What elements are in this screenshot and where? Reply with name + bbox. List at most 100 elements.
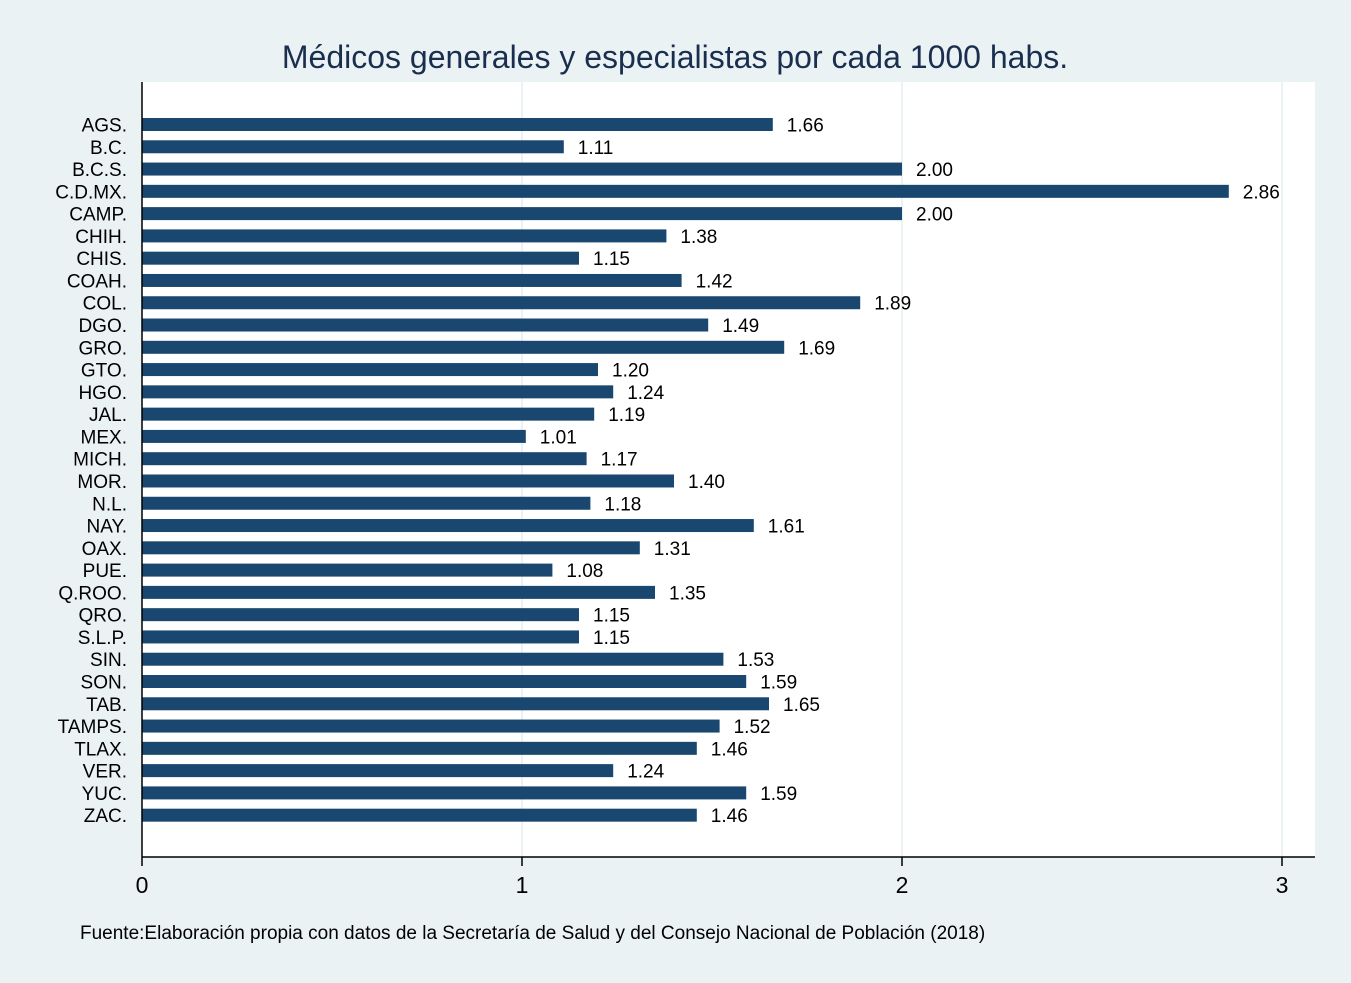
category-label: Q.ROO. (58, 583, 127, 604)
bar (142, 118, 773, 131)
bar (142, 675, 747, 688)
category-label: ZAC. (84, 806, 127, 827)
bars (142, 118, 1229, 822)
category-label: CAMP. (69, 205, 127, 226)
bar (142, 741, 697, 755)
category-label: B.C. (90, 138, 127, 159)
bar (142, 452, 587, 466)
value-label: 1.42 (696, 271, 733, 292)
category-label: AGS. (82, 116, 127, 137)
value-label: 1.31 (654, 539, 691, 560)
bar (142, 296, 861, 310)
bar (142, 207, 902, 221)
value-label: 1.65 (783, 695, 820, 716)
value-label: 1.08 (566, 561, 603, 582)
value-label: 1.69 (798, 338, 835, 359)
category-label: S.L.P. (78, 628, 127, 649)
category-label: MICH. (73, 450, 127, 471)
value-label: 1.24 (627, 762, 664, 783)
category-label: HGO. (78, 383, 127, 404)
category-label: GTO. (81, 361, 127, 382)
x-tick-label: 1 (516, 872, 529, 898)
axes (141, 82, 1315, 858)
value-label: 1.24 (627, 383, 664, 404)
bar (142, 162, 902, 176)
bar (142, 519, 754, 533)
value-label: 1.01 (540, 427, 577, 448)
value-label: 1.49 (722, 316, 759, 337)
bar (142, 474, 674, 488)
category-label: VER. (83, 762, 127, 783)
category-label: JAL. (89, 405, 127, 426)
category-label: OAX. (82, 539, 127, 560)
category-label: MEX. (81, 427, 127, 448)
value-label: 1.59 (760, 784, 797, 805)
value-label: 1.15 (593, 628, 630, 649)
bar (142, 697, 769, 711)
value-label: 1.66 (787, 116, 824, 137)
x-axis-ticks: 0 1 2 3 (136, 857, 1289, 898)
x-tick-label: 0 (136, 872, 149, 898)
bar (142, 630, 579, 644)
bar (142, 385, 614, 399)
value-label: 1.38 (680, 227, 717, 248)
value-label: 1.46 (711, 806, 748, 827)
bar (142, 764, 614, 778)
bar (142, 563, 553, 577)
bar (142, 496, 591, 510)
bar (142, 429, 526, 443)
bar (142, 229, 667, 243)
category-label: TAB. (86, 695, 127, 716)
x-tick-label: 3 (1276, 872, 1289, 898)
bar (142, 140, 564, 154)
value-label: 1.20 (612, 361, 649, 382)
bar (142, 273, 682, 287)
value-label: 1.52 (734, 717, 771, 738)
bar (142, 652, 724, 666)
x-tick-label: 2 (896, 872, 909, 898)
value-label: 2.00 (916, 205, 953, 226)
bar (142, 340, 785, 354)
bar (142, 808, 697, 822)
value-label: 1.53 (737, 650, 774, 671)
value-label: 1.17 (601, 450, 638, 471)
bar (142, 608, 579, 622)
category-label: CHIS. (76, 249, 127, 270)
bar (142, 786, 747, 800)
value-label: 1.19 (608, 405, 645, 426)
category-label: COL. (83, 294, 127, 315)
category-label: NAY. (87, 517, 128, 538)
bar (142, 585, 655, 599)
value-label: 1.59 (760, 673, 797, 694)
bar (142, 541, 640, 555)
bar (142, 318, 709, 332)
category-label: TLAX. (74, 739, 127, 760)
value-labels: 1.66 1.11 2.00 2.86 2.00 1.38 1.15 1.42 1.89 1.49… (540, 116, 1280, 828)
chart-title: Médicos generales y especialistas por ca… (282, 39, 1068, 75)
value-label: 1.15 (593, 606, 630, 627)
bar (142, 184, 1229, 198)
category-label: SIN. (90, 650, 127, 671)
category-label: CHIH. (75, 227, 127, 248)
category-label: TAMPS. (58, 717, 127, 738)
category-label: B.C.S. (72, 160, 127, 181)
category-label: N.L. (92, 494, 127, 515)
category-label: GRO. (78, 338, 127, 359)
bar (142, 719, 720, 733)
value-label: 2.86 (1243, 182, 1280, 203)
value-label: 1.15 (593, 249, 630, 270)
value-label: 1.46 (711, 739, 748, 760)
value-label: 1.18 (604, 494, 641, 515)
source-note: Fuente:Elaboración propia con datos de l… (80, 923, 985, 944)
category-label: YUC. (82, 784, 127, 805)
category-labels: AGS.B.C.B.C.S.C.D.MX.CAMP.CHIH.CHIS.COAH… (55, 116, 127, 828)
category-label: C.D.MX. (55, 182, 127, 203)
value-label: 1.35 (669, 583, 706, 604)
category-label: MOR. (77, 472, 127, 493)
bar (142, 407, 595, 421)
value-label: 1.40 (688, 472, 725, 493)
value-label: 1.61 (768, 517, 805, 538)
category-label: PUE. (83, 561, 127, 582)
